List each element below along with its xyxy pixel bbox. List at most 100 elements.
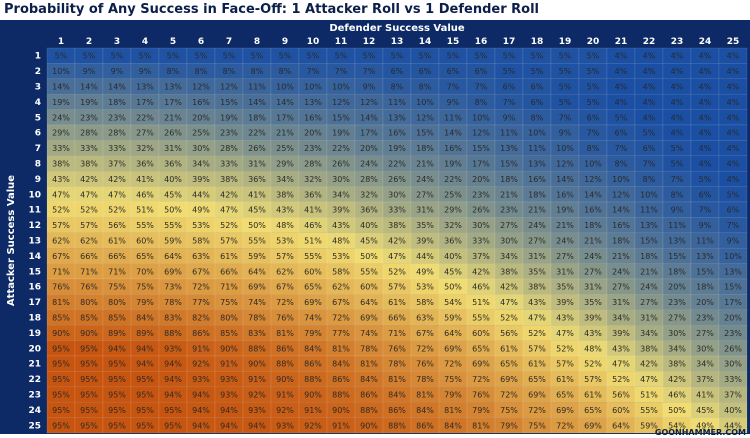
cell-value-label: 8%	[587, 144, 600, 153]
cell-value-label: 21%	[528, 206, 546, 215]
x-tick-label: 2	[86, 37, 92, 47]
cell-value-label: 20%	[724, 314, 742, 323]
cell-value-label: 91%	[192, 344, 210, 353]
cell-value-label: 16%	[528, 175, 546, 184]
cell-value-label: 93%	[220, 391, 238, 400]
cell-value-label: 79%	[136, 298, 154, 307]
x-tick-label: 14	[419, 37, 432, 47]
cell-value-label: 49%	[192, 206, 210, 215]
x-tick-label: 16	[475, 37, 488, 47]
cell-value-label: 38%	[52, 160, 70, 169]
cell-value-label: 21%	[556, 221, 574, 230]
cell-value-label: 4%	[671, 67, 684, 76]
cell-value-label: 61%	[220, 252, 238, 261]
cell-value-label: 55%	[640, 406, 658, 415]
cell-value-label: 19%	[332, 129, 350, 138]
cell-value-label: 51%	[136, 206, 154, 215]
x-tick-label: 7	[226, 37, 232, 47]
cell-value-label: 8%	[167, 67, 180, 76]
cell-value-label: 21%	[584, 237, 602, 246]
cell-value-label: 30%	[500, 237, 518, 246]
cell-value-label: 33%	[220, 160, 238, 169]
cell-value-label: 11%	[388, 98, 406, 107]
cell-value-label: 92%	[192, 360, 210, 369]
cell-value-label: 26%	[248, 144, 266, 153]
cell-value-label: 69%	[472, 360, 490, 369]
cell-value-label: 84%	[444, 421, 462, 430]
cell-value-label: 51%	[472, 298, 490, 307]
x-tick-label: 8	[254, 37, 260, 47]
cell-value-label: 44%	[192, 190, 210, 199]
cell-value-label: 58%	[332, 267, 350, 276]
cell-value-label: 10%	[528, 129, 546, 138]
cell-value-label: 15%	[220, 98, 238, 107]
cell-value-label: 30%	[724, 360, 742, 369]
cell-value-label: 95%	[80, 421, 98, 430]
cell-value-label: 45%	[360, 237, 378, 246]
cell-value-label: 38%	[220, 175, 238, 184]
site-credit: GOONHAMMER.COM	[654, 428, 746, 437]
cell-value-label: 9%	[699, 221, 712, 230]
cell-value-label: 27%	[668, 314, 686, 323]
cell-value-label: 72%	[444, 360, 462, 369]
cell-value-label: 39%	[556, 298, 574, 307]
cell-value-label: 36%	[136, 160, 154, 169]
cell-value-label: 39%	[332, 206, 350, 215]
y-tick-label: 6	[35, 129, 41, 139]
cell-value-label: 33%	[724, 375, 742, 384]
cell-value-label: 19%	[388, 144, 406, 153]
cell-value-label: 5%	[55, 52, 68, 61]
cell-value-label: 15%	[724, 283, 742, 292]
cell-value-label: 79%	[500, 421, 518, 430]
cell-value-label: 52%	[584, 360, 602, 369]
cell-value-label: 54%	[668, 421, 686, 430]
cell-value-label: 6%	[503, 83, 516, 92]
cell-value-label: 7%	[363, 67, 376, 76]
cell-value-label: 60%	[612, 406, 630, 415]
cell-value-label: 65%	[304, 283, 322, 292]
cell-value-label: 34%	[276, 175, 294, 184]
cell-value-label: 29%	[52, 129, 70, 138]
cell-value-label: 46%	[136, 190, 154, 199]
cell-value-label: 8%	[475, 98, 488, 107]
cell-value-label: 5%	[419, 52, 432, 61]
cell-value-label: 55%	[472, 314, 490, 323]
cell-value-label: 84%	[388, 391, 406, 400]
cell-value-label: 52%	[52, 206, 70, 215]
cell-value-label: 27%	[416, 190, 434, 199]
y-axis-label: Attacker Success Value	[6, 175, 17, 306]
cell-value-label: 63%	[416, 314, 434, 323]
cell-value-label: 65%	[500, 360, 518, 369]
cell-value-label: 34%	[332, 190, 350, 199]
cell-value-label: 47%	[640, 375, 658, 384]
cell-value-label: 62%	[52, 237, 70, 246]
cell-value-label: 19%	[80, 98, 98, 107]
cell-value-label: 16%	[556, 190, 574, 199]
cell-value-label: 39%	[192, 175, 210, 184]
cell-value-label: 78%	[248, 314, 266, 323]
cell-value-label: 23%	[108, 113, 126, 122]
heatmap-cell	[718, 140, 748, 157]
y-tick-label: 14	[28, 252, 41, 262]
cell-value-label: 4%	[615, 98, 628, 107]
cell-value-label: 4%	[727, 160, 740, 169]
cell-value-label: 7%	[475, 83, 488, 92]
cell-value-label: 6%	[587, 113, 600, 122]
cell-value-label: 59%	[248, 252, 266, 261]
cell-value-label: 9%	[363, 83, 376, 92]
cell-value-label: 13%	[668, 237, 686, 246]
x-tick-label: 11	[335, 37, 348, 47]
cell-value-label: 8%	[671, 190, 684, 199]
cell-value-label: 12%	[472, 129, 490, 138]
y-tick-label: 24	[28, 406, 41, 416]
cell-value-label: 13%	[528, 160, 546, 169]
cell-value-label: 57%	[80, 221, 98, 230]
cell-value-label: 84%	[304, 344, 322, 353]
cell-value-label: 25%	[276, 144, 294, 153]
cell-value-label: 76%	[80, 283, 98, 292]
cell-value-label: 22%	[136, 113, 154, 122]
cell-value-label: 10%	[276, 83, 294, 92]
cell-value-label: 85%	[220, 329, 238, 338]
cell-value-label: 22%	[332, 144, 350, 153]
cell-value-label: 27%	[136, 129, 154, 138]
